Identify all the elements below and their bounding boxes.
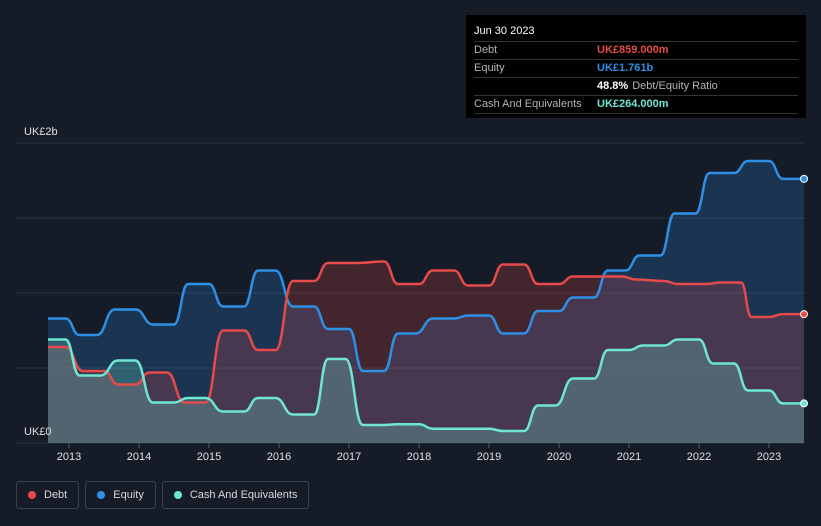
debt-end-point xyxy=(800,310,808,319)
x-tick-label: 2023 xyxy=(757,451,781,463)
x-tick-label: 2016 xyxy=(267,451,291,463)
series-areas xyxy=(48,161,804,443)
tooltip-debt-row: Debt UK£859.000m xyxy=(474,42,798,60)
tooltip-equity-row: Equity UK£1.761b xyxy=(474,60,798,78)
debt-line xyxy=(47,260,804,404)
equity-end-point xyxy=(800,174,808,183)
x-tick-label: 2014 xyxy=(127,451,151,463)
legend-item-debt[interactable]: Debt xyxy=(16,481,80,509)
tooltip-date: Jun 30 2023 xyxy=(474,23,798,42)
y-axis-top-label: UK£2b xyxy=(24,126,58,138)
legend-item-equity[interactable]: Equity xyxy=(85,481,156,509)
tooltip-cash-row: Cash And Equivalents UK£264.000m xyxy=(474,96,798,114)
grid-lines xyxy=(16,142,805,444)
tooltip-ratio-label: Debt/Equity Ratio xyxy=(632,80,718,92)
debt-area xyxy=(48,261,804,443)
tooltip-debt-label: Debt xyxy=(474,44,498,56)
cash-dot-icon xyxy=(173,491,182,499)
data-tooltip: Jun 30 2023 Debt UK£859.000m Equity UK£1… xyxy=(466,15,806,118)
cash-line xyxy=(48,338,804,433)
legend-label-equity: Equity xyxy=(113,489,144,501)
tooltip-ratio-value: 48.8% xyxy=(597,80,629,92)
x-tick-label: 2013 xyxy=(57,451,81,463)
x-axis-ticks: 2013 2014 2015 2016 2017 2018 2019 2020 2021 2022… xyxy=(57,443,781,463)
y-axis-bottom-label: UK£0 xyxy=(24,426,52,438)
tooltip-ratio-row: 48.8% Debt/Equity Ratio xyxy=(474,78,798,96)
x-tick-label: 2015 xyxy=(197,451,221,463)
x-tick-label: 2022 xyxy=(687,451,711,463)
equity-area xyxy=(48,161,804,443)
tooltip-equity-value: UK£1.761b xyxy=(597,62,654,74)
tooltip-cash-value: UK£264.000m xyxy=(597,98,669,110)
chart-legend: Debt Equity Cash And Equivalents xyxy=(16,481,310,509)
legend-label-debt: Debt xyxy=(44,489,68,501)
cash-area xyxy=(48,339,804,443)
legend-item-cash[interactable]: Cash And Equivalents xyxy=(161,481,310,509)
debt-dot-icon xyxy=(28,491,36,499)
x-tick-label: 2019 xyxy=(477,451,501,463)
equity-dot-icon xyxy=(97,491,106,499)
series-lines xyxy=(47,159,805,433)
tooltip-cash-label: Cash And Equivalents xyxy=(474,98,582,110)
equity-line xyxy=(48,159,805,373)
series-end-markers xyxy=(800,174,808,408)
tooltip-debt-value: UK£859.000m xyxy=(597,44,669,56)
x-tick-label: 2018 xyxy=(407,451,431,463)
tooltip-equity-label: Equity xyxy=(474,62,505,74)
x-tick-label: 2020 xyxy=(547,451,571,463)
x-tick-label: 2021 xyxy=(617,451,641,463)
legend-label-cash: Cash And Equivalents xyxy=(189,489,298,501)
x-tick-label: 2017 xyxy=(337,451,361,463)
cash-end-point xyxy=(800,399,808,408)
